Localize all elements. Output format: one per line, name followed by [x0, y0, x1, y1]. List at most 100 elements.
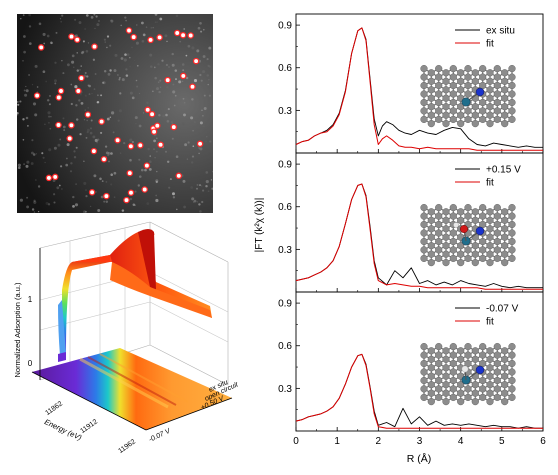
haadf-speckle	[202, 125, 205, 128]
carbon-atom	[508, 98, 516, 107]
haadf-speckle	[129, 56, 131, 59]
carbon-atom	[420, 343, 428, 351]
carbon-atom	[427, 94, 435, 102]
y-tick-label: 0.3	[278, 384, 292, 395]
haadf-speckle	[174, 94, 177, 97]
carbon-atom	[442, 233, 450, 241]
carbon-atom	[420, 359, 428, 368]
haadf-speckle	[131, 46, 133, 49]
haadf-speckle	[192, 145, 195, 148]
haadf-speckle	[191, 155, 195, 158]
xanes-3d-surface: 0 1 Normalized Adsorption (a.u.) 11862 1…	[13, 221, 240, 455]
haadf-speckle	[175, 155, 179, 158]
carbon-atom	[471, 103, 479, 111]
haadf-speckle	[114, 53, 118, 57]
haadf-speckle	[22, 60, 24, 62]
single-atom-marker	[143, 162, 151, 169]
haadf-speckle	[125, 68, 128, 71]
series-line-fit	[295, 27, 543, 151]
haadf-speckle	[155, 180, 158, 184]
haadf-speckle	[62, 125, 66, 129]
haadf-speckle	[42, 156, 45, 159]
haadf-speckle	[34, 64, 38, 68]
single-atom-marker	[126, 169, 134, 177]
haadf-speckle	[201, 185, 203, 187]
haadf-speckle	[129, 158, 132, 162]
carbon-atom	[471, 69, 479, 77]
single-atom-marker	[173, 29, 181, 37]
legend-label: fit	[486, 39, 494, 50]
haadf-speckle	[166, 119, 170, 123]
carbon-atom	[442, 242, 450, 250]
haadf-speckle	[48, 148, 52, 152]
haadf-speckle	[76, 118, 79, 121]
carbon-atom	[501, 381, 509, 389]
haadf-speckle	[198, 147, 200, 149]
haadf-speckle	[129, 65, 131, 68]
single-atom-marker	[78, 74, 85, 82]
carbon-atom	[427, 355, 435, 363]
haadf-speckle	[111, 111, 115, 115]
haadf-speckle	[56, 186, 60, 190]
haadf-speckle	[44, 123, 46, 125]
haadf-speckle	[48, 115, 51, 118]
carbon-atom	[420, 254, 428, 263]
haadf-speckle	[113, 196, 116, 198]
haadf-speckle	[208, 94, 211, 97]
carbon-atom	[508, 237, 516, 246]
haadf-speckle	[186, 158, 189, 160]
single-atom-marker	[148, 110, 156, 118]
surface-ridge	[58, 229, 212, 362]
haadf-speckle	[153, 66, 156, 69]
haadf-speckle	[83, 119, 86, 121]
carbon-atom	[479, 212, 487, 220]
haadf-speckle	[93, 174, 97, 178]
haadf-speckle	[193, 201, 195, 203]
carbon-atom	[508, 393, 516, 402]
y-tick-label: 0.6	[278, 202, 292, 213]
carbon-atom	[486, 355, 494, 363]
carbon-atom	[442, 355, 450, 363]
carbon-atom	[471, 119, 479, 128]
y-tick-label: 0.3	[278, 245, 292, 256]
carbon-atom	[471, 208, 479, 216]
carbon-atom	[501, 250, 509, 258]
haadf-speckle	[92, 58, 96, 61]
carbon-atom	[457, 69, 465, 77]
haadf-speckle	[33, 199, 36, 202]
haadf-speckle	[88, 93, 91, 95]
haadf-speckle	[43, 42, 46, 45]
single-atom-marker	[73, 36, 81, 43]
haadf-speckle	[61, 188, 63, 190]
carbon-atom	[449, 98, 457, 107]
haadf-speckle	[75, 146, 78, 149]
carbon-atom	[508, 343, 516, 351]
haadf-speckle	[172, 196, 176, 199]
carbon-atom	[427, 242, 435, 250]
haadf-speckle	[136, 85, 139, 88]
haadf-speckle	[50, 116, 52, 118]
legend-label: -0.07 V	[486, 304, 519, 315]
haadf-speckle	[134, 204, 136, 206]
carbon-atom	[493, 90, 501, 98]
carbon-atom	[449, 107, 457, 115]
haadf-speckle	[132, 203, 136, 207]
haadf-speckle	[202, 70, 206, 74]
condition-label-3: -0.07 V	[148, 427, 173, 443]
carbon-atom	[420, 204, 428, 212]
carbon-atom	[449, 343, 457, 351]
single-atom-marker	[68, 33, 75, 40]
carbon-atom	[449, 115, 457, 124]
carbon-atom	[449, 204, 457, 212]
carbon-atom	[501, 86, 509, 94]
haadf-speckle	[150, 65, 153, 68]
carbon-atom	[493, 246, 501, 254]
haadf-speckle	[178, 80, 182, 84]
carbon-atom	[479, 115, 487, 124]
single-atom-marker	[164, 76, 171, 84]
haadf-speckle	[22, 14, 25, 16]
haadf-speckle	[169, 178, 172, 181]
haadf-speckle	[206, 74, 210, 77]
haadf-speckle	[73, 66, 75, 68]
haadf-speckle	[204, 140, 207, 143]
